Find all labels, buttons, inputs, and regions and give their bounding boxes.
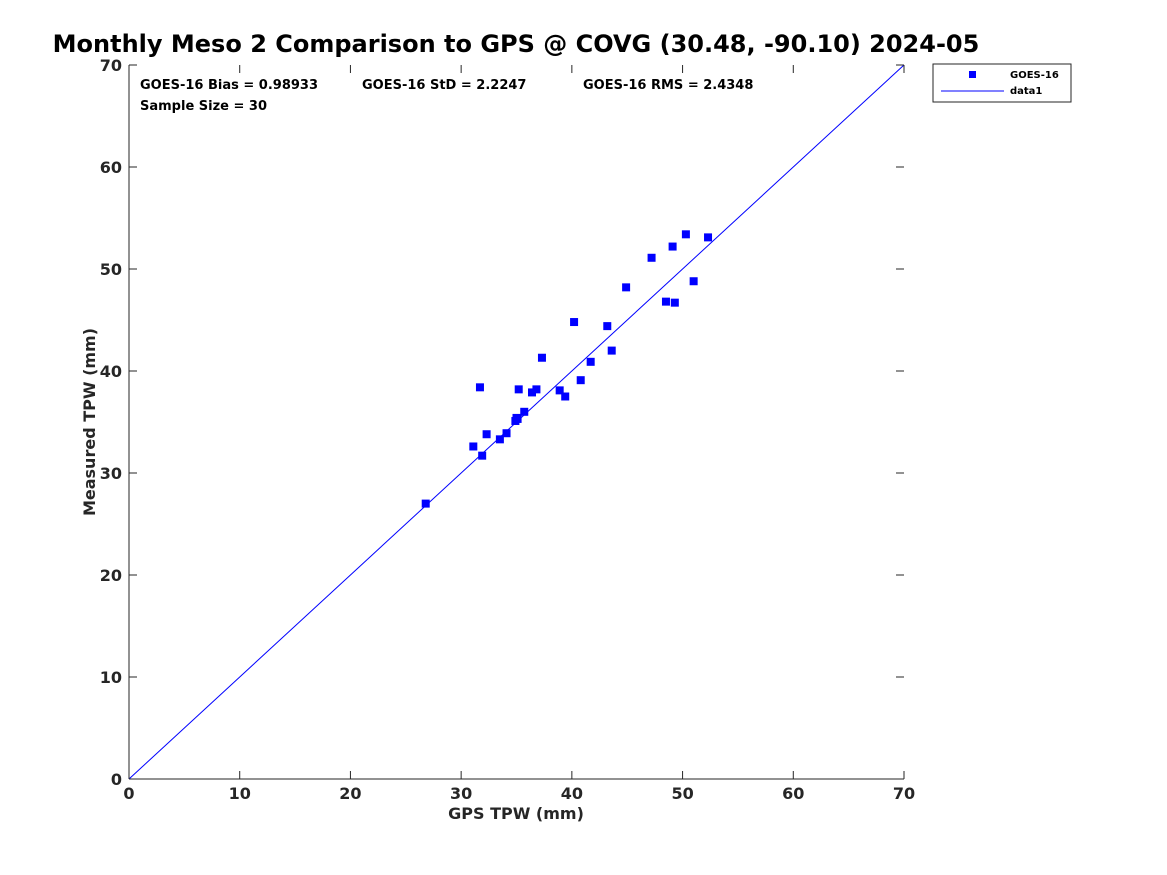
goes16-point-26: [670, 298, 679, 307]
goes16-series: [421, 230, 713, 508]
goes16-point-16: [561, 392, 570, 401]
std-text: GOES-16 StD = 2.2247: [362, 78, 526, 93]
y-tick-label-30: 30: [100, 464, 122, 483]
legend-label-goes16: GOES-16: [1010, 70, 1059, 81]
goes16-point-22: [622, 283, 631, 292]
goes16-point-21: [607, 346, 616, 355]
goes16-point-15: [555, 386, 564, 395]
x-tick-label-10: 10: [229, 784, 251, 803]
y-tick-label-60: 60: [100, 158, 122, 177]
goes16-point-14: [537, 353, 546, 362]
legend-box: [932, 63, 1072, 103]
x-tick-label-20: 20: [339, 784, 361, 803]
goes16-point-18: [576, 376, 585, 385]
y-tick-label-20: 20: [100, 566, 122, 585]
goes16-point-4: [478, 451, 487, 460]
legend-marker-goes16: [969, 71, 976, 78]
x-axis-label: GPS TPW (mm): [448, 804, 584, 823]
x-tick-label-40: 40: [561, 784, 583, 803]
chart-title: Monthly Meso 2 Comparison to GPS @ COVG …: [53, 30, 980, 58]
x-tick-label-0: 0: [123, 784, 134, 803]
goes16-point-30: [513, 414, 522, 423]
goes16-point-3: [475, 383, 484, 392]
y-tick-label-0: 0: [111, 770, 122, 789]
x-ticks: 0 10 20 30 40 50 60 70: [123, 65, 915, 803]
goes16-point-20: [603, 322, 612, 331]
goes16-point-6: [495, 435, 504, 444]
x-tick-label-30: 30: [450, 784, 472, 803]
bias-text: GOES-16 Bias = 0.98933: [140, 78, 318, 93]
goes16-point-10: [514, 385, 523, 394]
goes16-point-23: [647, 253, 656, 262]
goes16-point-2: [469, 442, 478, 451]
legend-label-data1: data1: [1010, 86, 1042, 97]
goes16-point-5: [482, 430, 491, 439]
x-tick-label-70: 70: [893, 784, 915, 803]
y-tick-label-40: 40: [100, 362, 122, 381]
goes16-point-19: [586, 357, 595, 366]
goes16-point-25: [668, 242, 677, 251]
y-tick-label-70: 70: [100, 56, 122, 75]
sample-size-text: Sample Size = 30: [140, 99, 267, 114]
goes16-point-29: [704, 233, 713, 242]
y-tick-label-50: 50: [100, 260, 122, 279]
goes16-point-7: [502, 429, 511, 438]
goes16-point-28: [689, 277, 698, 286]
goes16-point-27: [681, 230, 690, 239]
goes16-point-13: [532, 385, 541, 394]
x-tick-label-60: 60: [782, 784, 804, 803]
y-tick-label-10: 10: [100, 668, 122, 687]
goes16-point-17: [570, 318, 579, 327]
y-ticks: 0 10 20 30 40 50 60 70: [100, 56, 904, 789]
goes16-point-1: [421, 499, 430, 508]
rms-text: GOES-16 RMS = 2.4348: [583, 78, 753, 93]
plot-area: 0 10 20 30 40 50 60 70 0 10 20 30 40 50 60 70: [100, 56, 915, 803]
y-axis-label: Measured TPW (mm): [80, 328, 99, 516]
goes16-point-11: [520, 407, 529, 416]
data1-line: [128, 64, 905, 780]
goes16-point-24: [661, 297, 670, 306]
x-tick-label-50: 50: [671, 784, 693, 803]
legend: GOES-16 data1: [932, 63, 1072, 103]
goes16-point-12: [528, 388, 536, 397]
